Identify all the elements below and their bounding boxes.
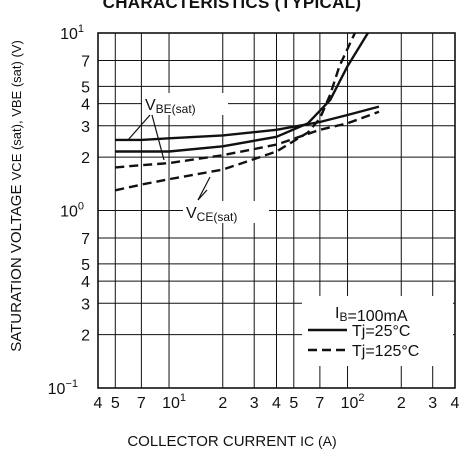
vbe-sat-label: VBE(sat) [145, 97, 196, 116]
y-tick-label-12-text: 10 [48, 381, 66, 398]
x-tick-label-1-text: 5 [111, 395, 120, 412]
chart-title: CHARACTERISTICS (TYPICAL) [102, 0, 362, 12]
y-tick-label-0-text: 10 [60, 26, 78, 43]
y-tick-label-12-superscript: −1 [65, 378, 78, 390]
y-axis-symbol: VCE (sat), VBE (sat) (V) [9, 40, 24, 180]
x-tick-label-5: 3 [250, 395, 259, 412]
legend-header: IB=100mA [335, 305, 408, 325]
vce-sat-label-text: V [186, 205, 197, 222]
annotations: VBE(sat)VCE(sat) [127, 93, 269, 224]
y-tick-label-12: 10−1 [48, 378, 78, 398]
x-tick-label-1: 5 [111, 395, 120, 412]
x-tick-label-3-superscript: 1 [180, 392, 186, 404]
y-tick-label-9-text: 4 [81, 274, 90, 291]
y-tick-label-0: 101 [60, 23, 84, 43]
x-tick-label-0: 4 [94, 395, 103, 412]
vce-label-bg [183, 201, 269, 223]
y-tick-label-3: 4 [81, 97, 90, 114]
vce-leader-line-2 [197, 189, 208, 201]
x-tick-label-9: 102 [341, 392, 365, 412]
y-tick-label-10: 3 [81, 296, 90, 313]
x-tick-label-3: 101 [162, 392, 186, 412]
vce-sat-label-subscript: CE(sat) [197, 210, 238, 224]
y-axis-label-text: SATURATION VOLTAGE [8, 180, 25, 351]
x-tick-label-12: 4 [451, 395, 460, 412]
vbe-leader-line-2 [151, 114, 165, 161]
x-tick-label-3-text: 10 [162, 395, 180, 412]
y-tick-label-5-text: 2 [81, 150, 90, 167]
plot-frame [97, 32, 456, 389]
x-tick-label-6: 4 [272, 395, 281, 412]
curves [115, 32, 380, 192]
vbe-label-bg [142, 93, 228, 115]
vbe-sat-label-subscript: BE(sat) [156, 102, 196, 116]
y-tick-label-5: 2 [81, 150, 90, 167]
x-tick-label-7: 5 [289, 395, 298, 412]
legend-header-subscript: B [339, 310, 347, 324]
series-vcesat-125c-3 [115, 32, 356, 192]
x-tick-label-11: 3 [428, 395, 437, 412]
vbe-leader-line-1 [127, 114, 151, 141]
x-tick-label-6-text: 4 [272, 395, 281, 412]
vce-sat-label: VCE(sat) [186, 205, 237, 224]
x-axis-label-text: COLLECTOR CURRENT [127, 433, 300, 450]
y-tick-label-0-superscript: 1 [78, 23, 84, 35]
y-axis-label: SATURATION VOLTAGE VCE (sat), VBE (sat) … [8, 40, 25, 352]
x-tick-label-5-text: 3 [250, 395, 259, 412]
y-tick-label-4-text: 3 [81, 119, 90, 136]
y-tick-label-1-text: 7 [81, 53, 90, 70]
legend-header-text: =100mA [347, 308, 407, 325]
y-tick-label-2-text: 5 [81, 79, 90, 96]
x-tick-label-4: 2 [218, 395, 227, 412]
x-tick-label-2: 7 [137, 395, 146, 412]
x-tick-label-10-text: 2 [397, 395, 406, 412]
x-tick-label-10: 2 [397, 395, 406, 412]
legend-label-1: Tj=125°C [352, 343, 419, 360]
x-tick-labels: 4 5 7 101 2 3 4 5 7 102 2 3 4 [94, 392, 460, 412]
x-axis-label: COLLECTOR CURRENT IC (A) [127, 433, 336, 450]
y-tick-label-10-text: 3 [81, 296, 90, 313]
legend-header-text: I [335, 305, 339, 322]
x-tick-label-4-text: 2 [218, 395, 227, 412]
vbe-sat-label-text: V [145, 97, 156, 114]
y-tick-label-1: 7 [81, 53, 90, 70]
x-tick-label-9-text: 10 [341, 395, 359, 412]
x-tick-label-9-superscript: 2 [358, 392, 364, 404]
x-tick-label-2-text: 7 [137, 395, 146, 412]
y-tick-label-7-text: 7 [81, 231, 90, 248]
y-tick-label-8: 5 [81, 257, 90, 274]
y-tick-label-6-superscript: 0 [78, 201, 84, 213]
axis-labels: COLLECTOR CURRENT IC (A) SATURATION VOLTA… [8, 40, 337, 450]
y-tick-label-7: 7 [81, 231, 90, 248]
y-tick-label-6: 100 [60, 201, 84, 221]
y-tick-label-2: 5 [81, 79, 90, 96]
legend-label-0: Tj=25°C [352, 323, 410, 340]
y-tick-label-11: 2 [81, 328, 90, 345]
y-tick-label-4: 3 [81, 119, 90, 136]
y-tick-label-6-text: 10 [60, 204, 78, 221]
y-tick-label-8-text: 5 [81, 257, 90, 274]
x-tick-label-0-text: 4 [94, 395, 103, 412]
x-tick-label-7-text: 5 [289, 395, 298, 412]
vce-leader-line-1 [197, 176, 211, 201]
series-vbesat-25c-0 [115, 105, 380, 142]
y-tick-label-3-text: 4 [81, 97, 90, 114]
y-tick-label-11-text: 2 [81, 328, 90, 345]
y-tick-label-9: 4 [81, 274, 90, 291]
x-tick-label-11-text: 3 [428, 395, 437, 412]
x-axis-symbol: IC (A) [300, 433, 337, 449]
series-vbesat-125c-1 [115, 110, 380, 169]
series-vcesat-25c-2 [115, 32, 369, 153]
x-tick-label-12-text: 4 [451, 395, 460, 412]
x-tick-label-8-text: 7 [315, 395, 324, 412]
x-tick-label-8: 7 [315, 395, 324, 412]
